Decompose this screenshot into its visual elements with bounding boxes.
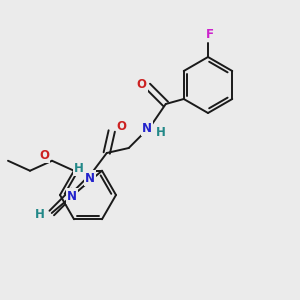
Text: O: O [137,77,147,91]
Text: O: O [39,149,49,162]
Text: O: O [117,119,127,133]
Text: N: N [67,190,77,202]
Text: F: F [206,28,214,41]
Text: H: H [35,208,45,221]
Text: H: H [156,127,166,140]
Text: H: H [74,161,84,175]
Text: N: N [85,172,95,184]
Text: N: N [142,122,152,134]
